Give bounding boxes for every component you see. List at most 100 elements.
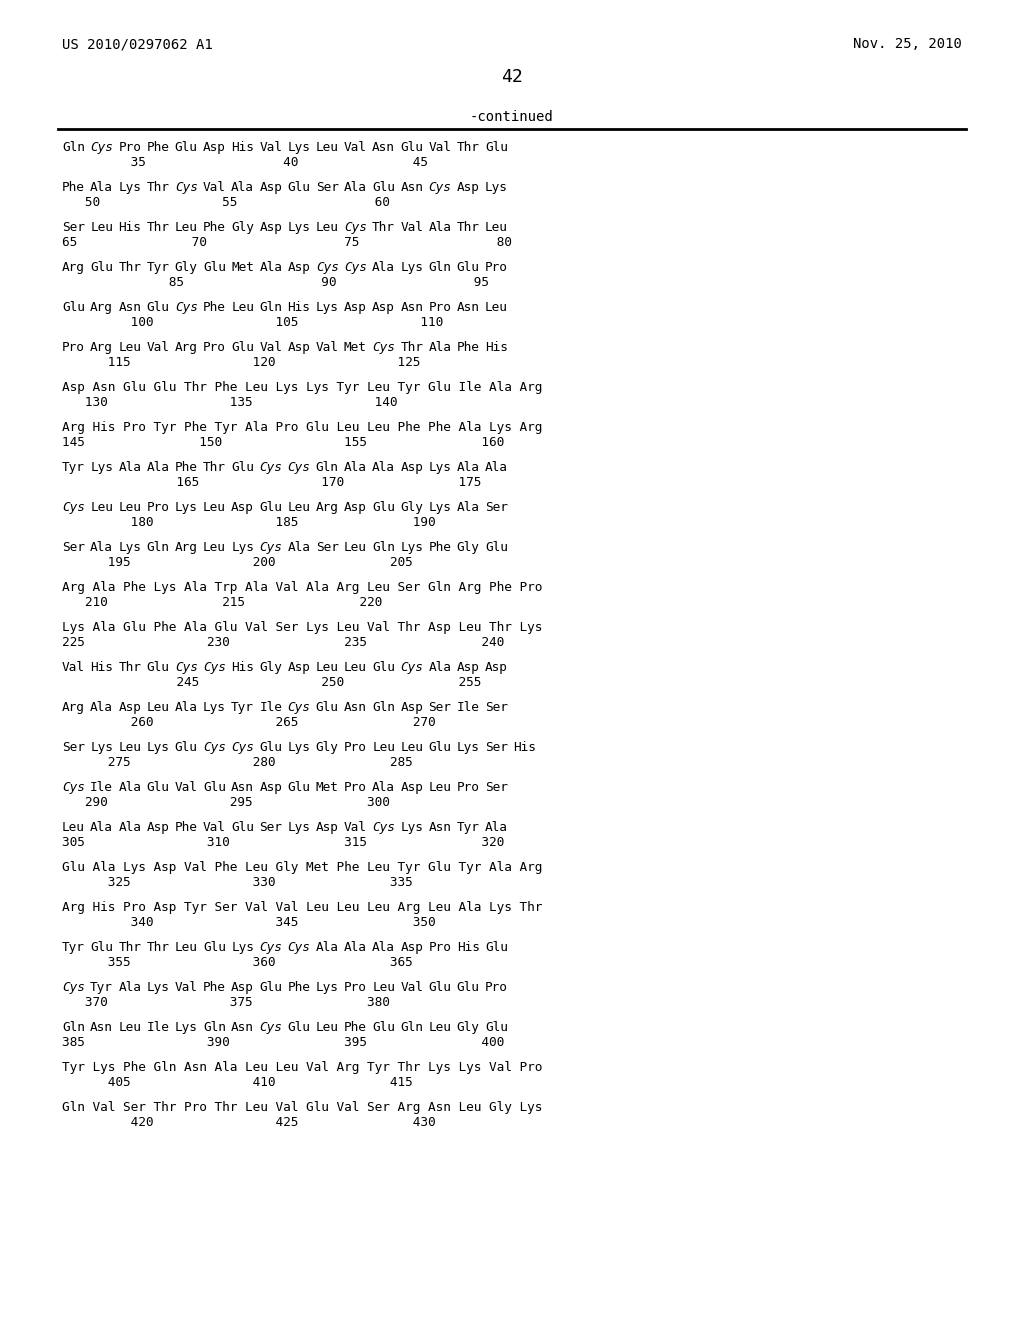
Text: Gln: Gln: [146, 541, 170, 554]
Text: 65               70                  75                  80: 65 70 75 80: [62, 236, 512, 249]
Text: Leu: Leu: [315, 141, 339, 154]
Text: Leu: Leu: [175, 941, 198, 954]
Text: Phe: Phe: [175, 821, 198, 834]
Text: Asp: Asp: [119, 701, 141, 714]
Text: Lys: Lys: [203, 701, 226, 714]
Text: Pro: Pro: [485, 981, 508, 994]
Text: Ala: Ala: [259, 261, 283, 275]
Text: Lys: Lys: [231, 941, 254, 954]
Text: Cys: Cys: [175, 301, 198, 314]
Text: Cys: Cys: [372, 341, 395, 354]
Text: Ser: Ser: [62, 541, 85, 554]
Text: Val: Val: [62, 661, 85, 675]
Text: Ile: Ile: [259, 701, 283, 714]
Text: Asp: Asp: [400, 941, 423, 954]
Text: Asp: Asp: [485, 661, 508, 675]
Text: Gln: Gln: [429, 261, 452, 275]
Text: Leu: Leu: [119, 341, 141, 354]
Text: Lys: Lys: [90, 741, 113, 754]
Text: Glu: Glu: [203, 781, 226, 795]
Text: Leu: Leu: [429, 1020, 452, 1034]
Text: 245                250               255: 245 250 255: [62, 676, 481, 689]
Text: Val: Val: [259, 341, 283, 354]
Text: Glu: Glu: [372, 1020, 395, 1034]
Text: 325                330               335: 325 330 335: [62, 876, 413, 888]
Text: Cys: Cys: [259, 1020, 283, 1034]
Text: Lys: Lys: [400, 541, 423, 554]
Text: Cys: Cys: [175, 661, 198, 675]
Text: Cys: Cys: [429, 181, 452, 194]
Text: Glu: Glu: [90, 261, 113, 275]
Text: Phe: Phe: [457, 341, 479, 354]
Text: Cys: Cys: [62, 981, 85, 994]
Text: Lys: Lys: [315, 301, 339, 314]
Text: Gln: Gln: [259, 301, 283, 314]
Text: Cys: Cys: [259, 461, 283, 474]
Text: Phe: Phe: [203, 981, 226, 994]
Text: Gly: Gly: [259, 661, 283, 675]
Text: Glu: Glu: [372, 661, 395, 675]
Text: Asp: Asp: [259, 181, 283, 194]
Text: Cys: Cys: [400, 661, 423, 675]
Text: Glu: Glu: [288, 1020, 310, 1034]
Text: Ala: Ala: [90, 701, 113, 714]
Text: Ser: Ser: [485, 781, 508, 795]
Text: Glu: Glu: [457, 981, 479, 994]
Text: Leu: Leu: [119, 502, 141, 513]
Text: Lys: Lys: [288, 821, 310, 834]
Text: Cys: Cys: [288, 941, 310, 954]
Text: 115                120                125: 115 120 125: [62, 356, 421, 370]
Text: Cys: Cys: [203, 661, 226, 675]
Text: 210               215               220: 210 215 220: [62, 597, 382, 609]
Text: Gln: Gln: [62, 141, 85, 154]
Text: Lys: Lys: [485, 181, 508, 194]
Text: Lys: Lys: [429, 461, 452, 474]
Text: Lys: Lys: [119, 541, 141, 554]
Text: Asp: Asp: [315, 821, 339, 834]
Text: Leu: Leu: [203, 541, 226, 554]
Text: Gln Val Ser Thr Pro Thr Leu Val Glu Val Ser Arg Asn Leu Gly Lys: Gln Val Ser Thr Pro Thr Leu Val Glu Val …: [62, 1101, 543, 1114]
Text: Phe: Phe: [146, 141, 170, 154]
Text: Asp: Asp: [344, 301, 367, 314]
Text: Gly: Gly: [175, 261, 198, 275]
Text: Glu: Glu: [146, 661, 170, 675]
Text: Val: Val: [175, 981, 198, 994]
Text: Pro: Pro: [203, 341, 226, 354]
Text: Leu: Leu: [400, 741, 423, 754]
Text: Glu: Glu: [372, 502, 395, 513]
Text: Tyr: Tyr: [62, 461, 85, 474]
Text: Thr: Thr: [203, 461, 226, 474]
Text: Gln: Gln: [400, 1020, 423, 1034]
Text: Ser: Ser: [315, 181, 339, 194]
Text: Ala: Ala: [429, 341, 452, 354]
Text: Thr: Thr: [146, 220, 170, 234]
Text: Arg: Arg: [90, 301, 113, 314]
Text: Glu: Glu: [231, 821, 254, 834]
Text: Gln: Gln: [203, 1020, 226, 1034]
Text: Ala: Ala: [457, 461, 479, 474]
Text: His: His: [513, 741, 537, 754]
Text: Gln: Gln: [372, 541, 395, 554]
Text: Cys: Cys: [315, 261, 339, 275]
Text: Arg: Arg: [90, 341, 113, 354]
Text: Asp: Asp: [288, 341, 310, 354]
Text: Thr: Thr: [119, 261, 141, 275]
Text: Asn: Asn: [400, 181, 423, 194]
Text: Ala: Ala: [146, 461, 170, 474]
Text: Asp: Asp: [457, 181, 479, 194]
Text: Ala: Ala: [119, 981, 141, 994]
Text: Asp: Asp: [288, 261, 310, 275]
Text: 225                230               235               240: 225 230 235 240: [62, 636, 504, 649]
Text: 260                265               270: 260 265 270: [62, 715, 435, 729]
Text: Met: Met: [344, 341, 367, 354]
Text: Arg: Arg: [62, 261, 85, 275]
Text: Pro: Pro: [119, 141, 141, 154]
Text: 305                310               315               320: 305 310 315 320: [62, 836, 504, 849]
Text: Glu: Glu: [429, 981, 452, 994]
Text: 355                360               365: 355 360 365: [62, 956, 413, 969]
Text: Asp: Asp: [400, 781, 423, 795]
Text: Ala: Ala: [372, 461, 395, 474]
Text: 130                135                140: 130 135 140: [62, 396, 397, 409]
Text: Lys: Lys: [119, 181, 141, 194]
Text: Pro: Pro: [344, 781, 367, 795]
